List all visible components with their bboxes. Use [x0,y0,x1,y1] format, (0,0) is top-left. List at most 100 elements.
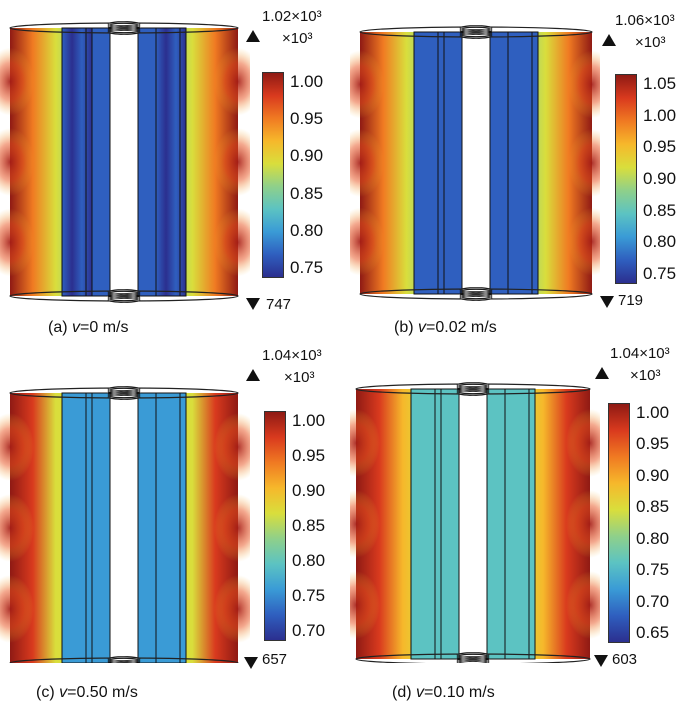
caption-var: v [416,684,424,701]
max-marker-icon [246,369,260,381]
colorbar-tick-label: 0.85 [292,516,326,535]
colorbar [615,74,637,284]
annulus-strip [91,392,111,663]
colorbar-tick-label: 0.80 [643,232,677,252]
colorbar-tick-label: 0.90 [292,481,326,500]
panel-c: 1.04×10³ ×10³ 1.00 0.95 0.90 0.85 0.80 0.75 0.… [0,347,350,706]
colorbar-tick-label: 0.75 [290,258,324,277]
colorbar-tick-label: 0.80 [636,528,670,548]
unit-label: ×10³ [635,34,666,51]
cylinder-contour-c [0,386,250,663]
min-value-label: 747 [266,296,292,313]
colorbar-tick-label: 1.00 [292,411,326,430]
colorbar-tick-label: 0.95 [290,109,324,129]
panel-caption: (d) v=0.10 m/s [392,683,495,703]
cylinder-bottom-edge [359,288,593,300]
min-value-label: 603 [612,651,638,668]
colorbar-tick-label: 1.00 [636,403,670,422]
cylinder-contour-a [0,21,250,303]
hot-spot [566,490,600,558]
colorbar-tick-label: 0.85 [290,183,324,203]
colorbar-tick-label: 0.80 [290,220,324,240]
hot-spot [566,409,600,477]
coil-end [459,25,493,31]
colorbar-tick-label: 0.85 [636,497,670,517]
unit-label: ×10³ [284,369,315,386]
coil-end [459,291,493,297]
caption-suffix: =0.50 m/s [67,684,138,701]
caption-var: v [59,684,68,701]
max-value-label: 1.02×10³ [262,8,322,25]
hot-spot [350,50,384,119]
annulus-strip [137,27,157,297]
hot-spot [350,207,384,276]
coil-end [107,293,141,299]
coil-end [111,662,137,663]
tube-wall [61,392,93,663]
coil-end [459,33,493,39]
panel-caption: (c) v=0.50 m/s [36,683,138,703]
coil-end [107,660,141,663]
hot-spot [566,571,600,639]
cylinder-contour-d [350,382,600,663]
central-channel [461,31,491,295]
annulus-strip [137,392,157,663]
colorbar-tick-label: 0.70 [292,621,326,640]
panel-caption: (b) v=0.02 m/s [394,318,497,338]
annulus-strip [91,27,111,297]
coil-end [456,658,490,663]
max-value-label: 1.04×10³ [262,347,322,364]
cylinder-top-edge [9,22,239,34]
panel-b: 1.06×10³ ×10³ 1.05 1.00 0.95 0.90 0.85 0.80 0.… [350,0,700,353]
coil-end [459,287,493,293]
coil-end [107,394,141,400]
min-marker-icon [246,298,260,310]
min-value-label: 657 [262,651,288,668]
annulus-strip [440,388,460,660]
cylinder-contour-b [350,25,600,301]
hot-spot [214,413,250,481]
central-channel [109,392,139,663]
colorbar-tick-label: 0.85 [643,200,677,220]
tube-wall [155,27,187,297]
colorbar [264,411,286,641]
min-value-label: 719 [618,292,644,309]
hot-spot [214,575,250,643]
caption-suffix: =0.02 m/s [426,319,497,336]
colorbar [262,72,284,278]
caption-var: v [72,319,80,336]
max-value-label: 1.06×10³ [615,12,675,29]
tube-wall [504,388,536,660]
colorbar-tick-label: 1.00 [290,72,324,91]
min-marker-icon [600,296,614,308]
min-marker-icon [244,657,258,669]
caption-prefix: (a) [48,319,72,336]
panel-d: 1.04×10³ ×10³ 1.00 0.95 0.90 0.85 0.80 0.75 0.… [350,345,700,706]
colorbar-tick-label: 1.00 [643,105,677,125]
tube-wall [413,31,445,295]
coil-end [107,297,141,303]
colorbar-tick-label: 0.90 [290,146,324,166]
max-marker-icon [595,367,609,379]
colorbar-tick-label: 0.95 [636,434,670,454]
colorbar-tick-label: 0.75 [636,560,670,580]
colorbar-tick-label: 0.75 [292,586,326,605]
panel-a: 1.02×10³ ×10³ 1.00 0.95 0.90 0.85 0.80 0.75 7… [0,0,350,353]
coil-end [107,289,141,295]
caption-prefix: (c) [36,684,60,701]
caption-prefix: (d) [392,684,416,701]
coil-end [107,386,141,392]
colorbar-tick-label: 0.95 [643,137,677,157]
coil-end [107,21,141,27]
hot-spot [0,494,34,562]
colorbar-tick-label: 0.80 [292,551,326,570]
hot-spot [350,129,384,197]
coil-end [107,656,141,662]
coil-end [456,390,490,396]
tube-wall [410,388,442,660]
caption-prefix: (b) [394,319,418,336]
coil-end [107,390,141,396]
colorbar [608,403,630,643]
hot-spot [0,575,34,643]
cylinder-top-edge [355,383,591,395]
